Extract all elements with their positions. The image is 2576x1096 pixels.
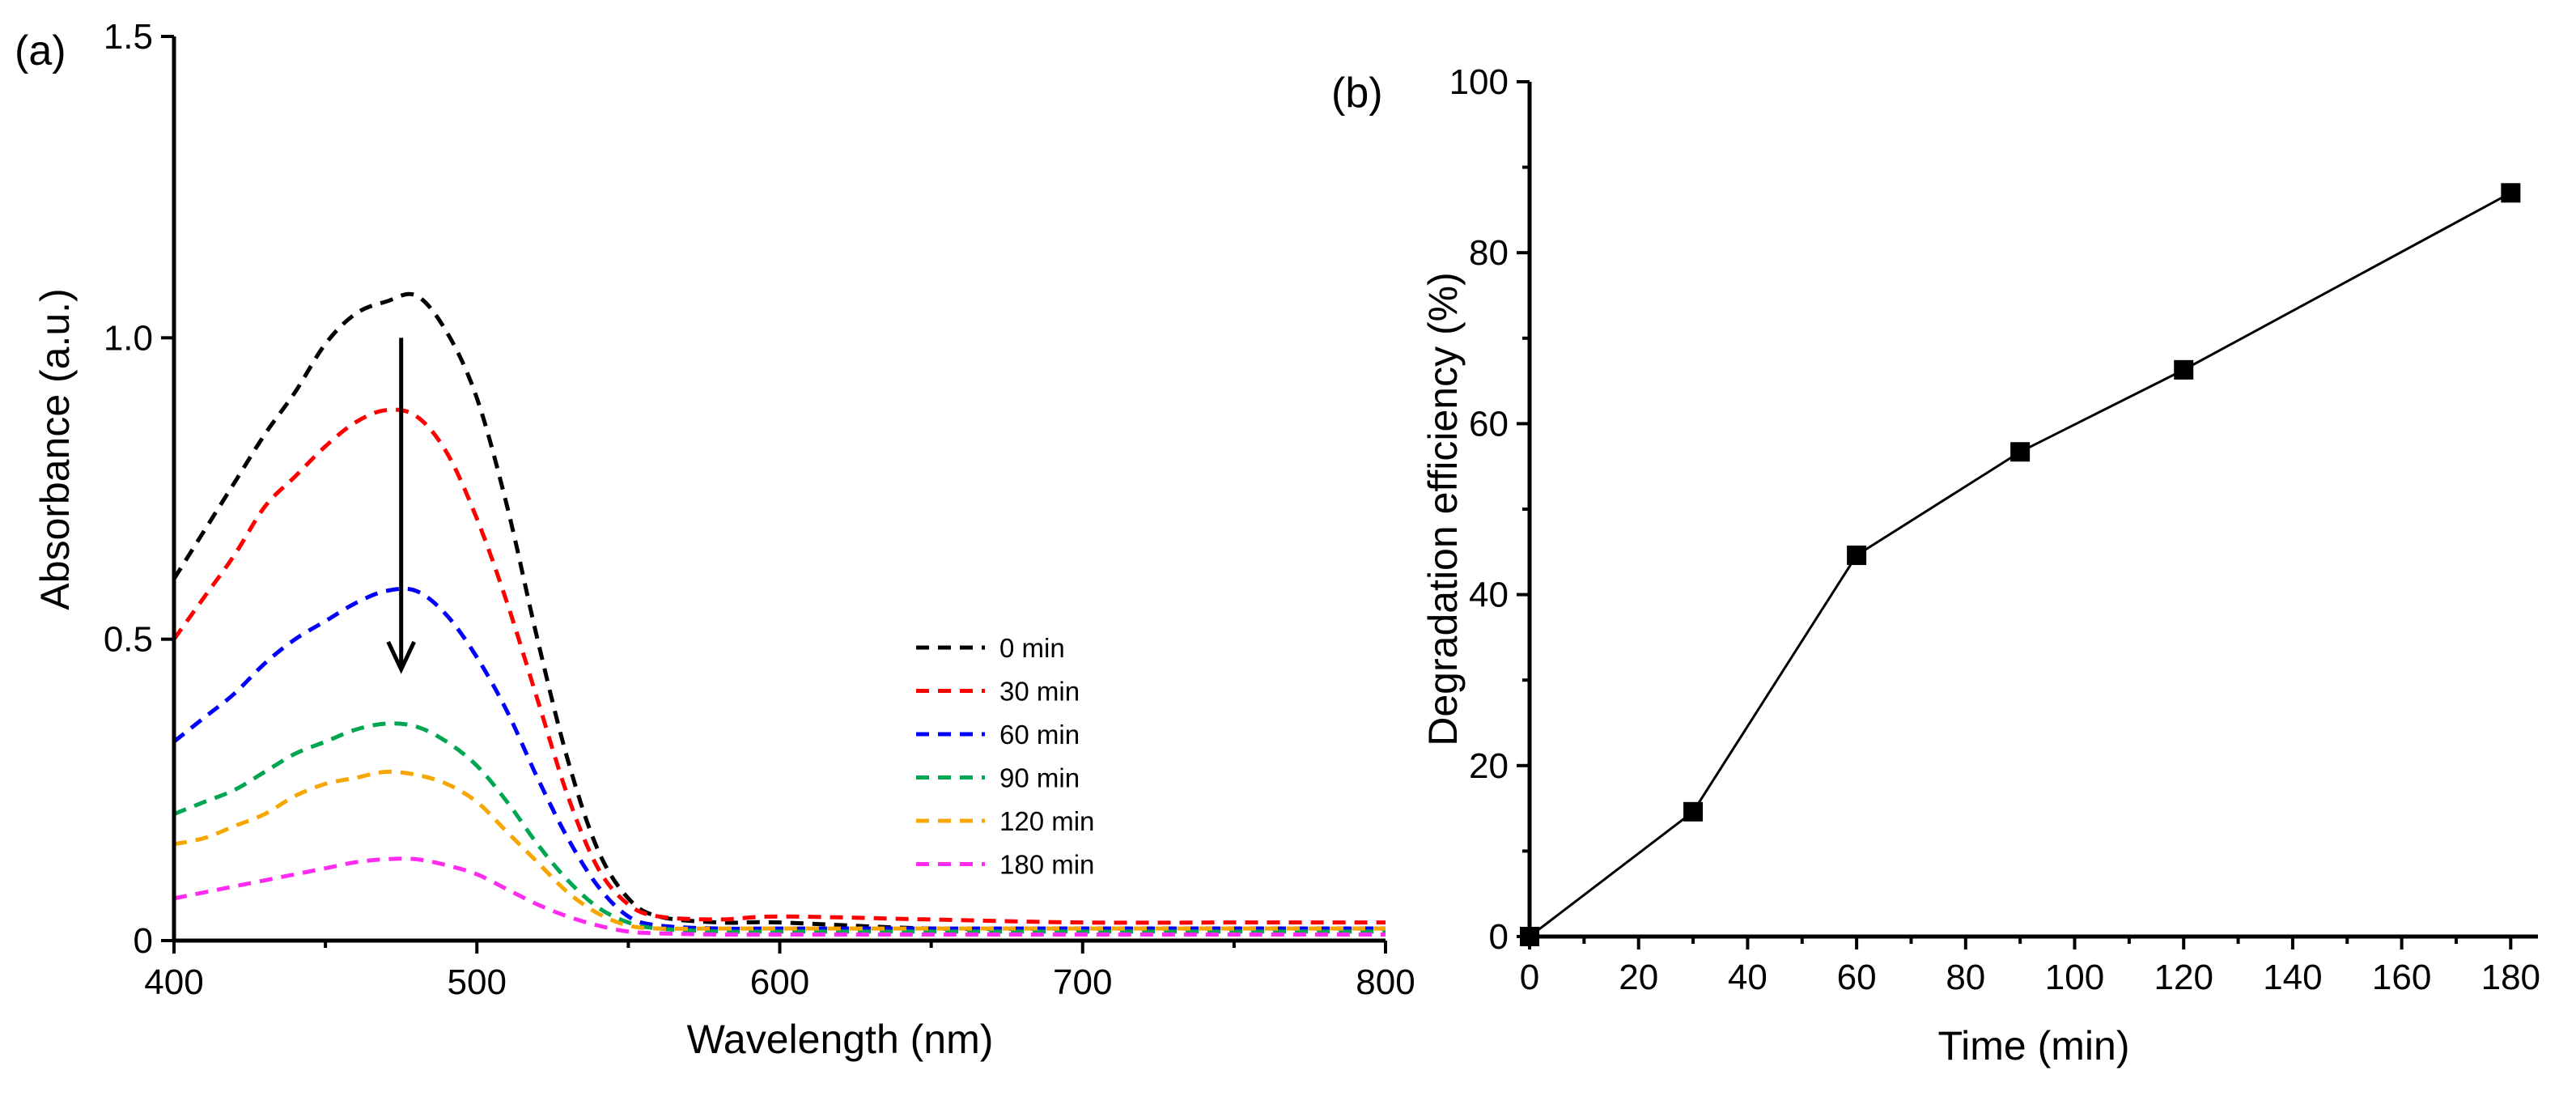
x-tick-label: 140 [2263,958,2322,997]
legend-label-1: 30 min [999,677,1080,707]
panel-b-series [1520,183,2521,946]
y-tick-label: 80 [1469,233,1509,273]
series-line-3 [173,721,1386,934]
arrow-head [386,640,416,674]
data-point-marker [2174,359,2194,380]
panel-a-series [172,291,1386,937]
panel-a-legend: 0 min 30 min 60 min 90 min 120 min 180 min [916,633,1094,880]
data-point-marker [2501,183,2521,203]
panel-b-x-axis-title: Time (min) [1937,1023,2129,1068]
x-tick-label: 500 [448,962,507,1002]
series-line-1 [172,407,1386,925]
x-tick-label: 60 [1837,958,1877,997]
x-tick-label: 100 [2045,958,2104,997]
x-tick-label: 400 [144,962,203,1002]
legend-label-0: 0 min [999,633,1065,663]
y-tick-label: 40 [1469,576,1509,615]
panel-a-ticks: 400 500 600 700 800 0 0.5 1.0 1.5 [104,17,1415,1002]
data-point-marker [1520,927,1539,946]
y-tick-label: 1.5 [104,17,153,57]
series-line-0 [172,291,1386,932]
series-line-2 [172,586,1386,931]
decrease-arrow [386,338,416,674]
x-tick-label: 20 [1619,958,1658,997]
y-tick-label: 100 [1449,62,1509,102]
x-tick-label: 700 [1053,962,1112,1002]
x-tick-label: 80 [1946,958,1985,997]
panel-b-label: (b) [1331,70,1383,117]
legend-label-5: 180 min [999,850,1094,880]
panel-a-x-axis-title: Wavelength (nm) [687,1017,994,1062]
x-tick-label: 0 [1520,958,1539,997]
y-tick-label: 20 [1469,746,1509,786]
y-tick-label: 1.0 [104,318,153,358]
y-tick-label: 0.5 [104,620,153,660]
panel-b-ticks: 0 20 40 60 80 100 120 140 160 180 0 20 40 60 80 100 [1449,62,2540,997]
y-tick-label: 0 [134,921,153,961]
panel-a-y-axis-title: Absorbance (a.u.) [32,288,78,610]
panel-a-absorbance-chart: (a) 400 500 600 700 800 0 0.5 1.0 1.5 0 min 30 mi… [15,17,1415,1062]
x-tick-label: 180 [2481,958,2540,997]
series-line-5 [173,856,1386,937]
data-point-marker [1683,801,1704,822]
panel-a-label: (a) [15,28,66,74]
x-tick-label: 120 [2154,958,2213,997]
x-tick-label: 800 [1356,962,1415,1002]
y-tick-label: 0 [1489,917,1509,957]
data-point-marker [1847,546,1867,566]
legend-label-2: 60 min [999,720,1080,750]
series-line-0 [1529,191,2512,938]
panel-b-y-axis-title: Degradation efficiency (%) [1420,272,1466,746]
x-tick-label: 160 [2372,958,2431,997]
x-tick-label: 600 [750,962,809,1002]
legend-label-3: 90 min [999,763,1080,793]
panel-b-degradation-chart: (b) 0 20 40 60 80 100 120 140 160 180 0 20 40 60 80 100… [1331,62,2540,1068]
data-point-marker [2010,442,2031,462]
y-tick-label: 60 [1469,404,1509,444]
legend-label-4: 120 min [999,806,1094,836]
x-tick-label: 40 [1728,958,1768,997]
series-line-4 [173,769,1386,931]
